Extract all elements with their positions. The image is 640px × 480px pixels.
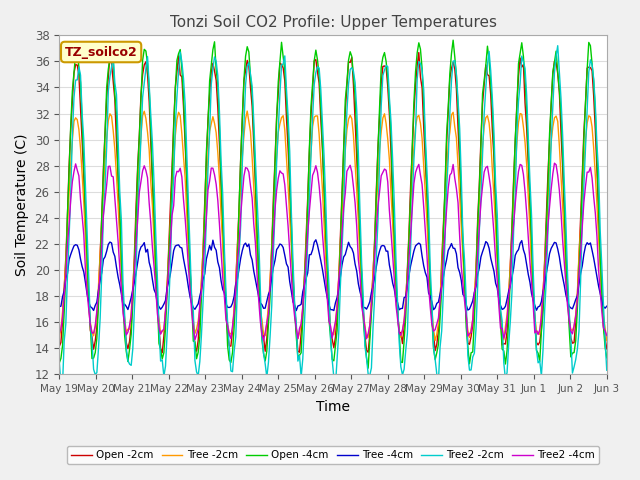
Open -4cm — [364, 365, 372, 371]
Tree -4cm — [62, 275, 70, 281]
Open -4cm — [513, 105, 521, 111]
Open -4cm — [449, 37, 457, 43]
Tree -4cm — [56, 304, 63, 310]
Tree -2cm — [62, 259, 70, 264]
Tree2 -4cm — [603, 333, 611, 338]
Open -4cm — [62, 272, 70, 277]
Tree2 -2cm — [505, 341, 513, 347]
Tree -2cm — [511, 166, 519, 171]
Tree -2cm — [219, 241, 227, 247]
Open -4cm — [506, 274, 514, 280]
Open -4cm — [56, 360, 63, 366]
Tree2 -4cm — [56, 331, 63, 336]
Open -4cm — [219, 216, 227, 222]
Open -2cm — [62, 255, 70, 261]
Tree2 -2cm — [511, 192, 519, 198]
Line: Open -2cm: Open -2cm — [60, 52, 607, 353]
Tree -4cm — [366, 299, 374, 305]
Tree -4cm — [513, 249, 521, 255]
Open -2cm — [364, 349, 372, 355]
Tree2 -4cm — [260, 337, 268, 343]
Tree2 -2cm — [332, 382, 339, 388]
Tree -4cm — [603, 303, 611, 309]
Tree -4cm — [506, 283, 514, 288]
Tree2 -4cm — [505, 293, 513, 299]
Tree2 -4cm — [62, 274, 70, 280]
Open -2cm — [158, 350, 166, 356]
Open -2cm — [415, 49, 422, 55]
Open -2cm — [603, 346, 611, 352]
Tree2 -2cm — [364, 371, 372, 377]
Tree -4cm — [292, 308, 300, 313]
Tree -4cm — [177, 244, 184, 250]
Line: Open -4cm: Open -4cm — [60, 40, 607, 368]
Tree2 -4cm — [177, 166, 184, 171]
Open -2cm — [178, 74, 186, 80]
Line: Tree -4cm: Tree -4cm — [60, 240, 607, 311]
Y-axis label: Soil Temperature (C): Soil Temperature (C) — [15, 133, 29, 276]
X-axis label: Time: Time — [316, 400, 350, 414]
Open -4cm — [603, 355, 611, 361]
Tree2 -4cm — [364, 331, 372, 336]
Open -2cm — [513, 101, 521, 107]
Tree2 -2cm — [603, 367, 611, 373]
Tree2 -4cm — [550, 160, 558, 166]
Tree -2cm — [603, 337, 611, 343]
Tree2 -4cm — [219, 275, 227, 280]
Line: Tree2 -2cm: Tree2 -2cm — [60, 46, 607, 385]
Open -4cm — [363, 355, 371, 360]
Open -4cm — [177, 47, 184, 52]
Tree -2cm — [505, 291, 513, 297]
Tree2 -2cm — [62, 321, 70, 327]
Title: Tonzi Soil CO2 Profile: Upper Temperatures: Tonzi Soil CO2 Profile: Upper Temperatur… — [170, 15, 497, 30]
Tree2 -2cm — [56, 359, 63, 364]
Tree2 -2cm — [554, 43, 561, 48]
Open -2cm — [221, 268, 228, 274]
Tree -4cm — [219, 287, 227, 292]
Tree -2cm — [364, 335, 372, 340]
Tree -2cm — [177, 113, 184, 119]
Line: Tree2 -4cm: Tree2 -4cm — [60, 163, 607, 340]
Open -2cm — [506, 261, 514, 266]
Tree2 -4cm — [511, 201, 519, 207]
Tree2 -2cm — [177, 49, 184, 55]
Line: Tree -2cm: Tree -2cm — [60, 111, 607, 340]
Open -2cm — [56, 344, 63, 349]
Tree -2cm — [243, 108, 251, 114]
Text: TZ_soilco2: TZ_soilco2 — [65, 46, 138, 59]
Tree2 -2cm — [219, 191, 227, 197]
Legend: Open -2cm, Tree -2cm, Open -4cm, Tree -4cm, Tree2 -2cm, Tree2 -4cm: Open -2cm, Tree -2cm, Open -4cm, Tree -4… — [67, 446, 599, 464]
Tree -2cm — [56, 335, 63, 340]
Tree -4cm — [312, 237, 320, 243]
